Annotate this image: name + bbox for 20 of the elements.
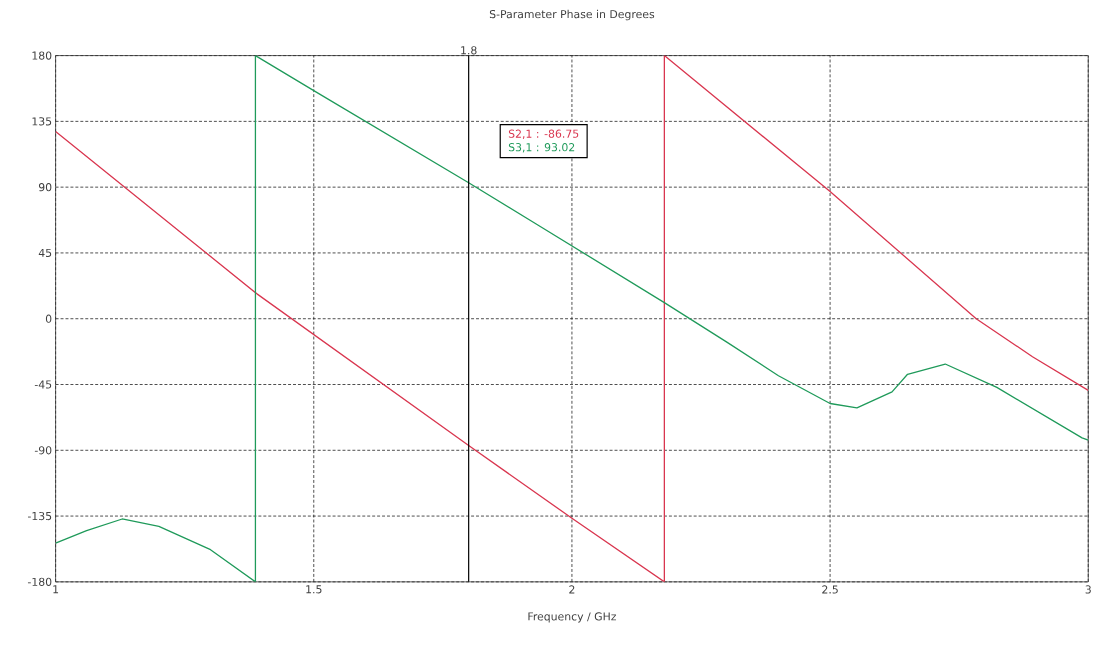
x-tick-label: 1 (53, 585, 59, 594)
x-tick-label: 3 (1085, 585, 1091, 594)
y-tick-label: 135 (32, 117, 52, 126)
x-tick-label: 2.5 (822, 585, 838, 594)
y-tick-label: 90 (38, 182, 52, 192)
y-tick-label: 180 (32, 51, 52, 60)
line-series (55, 55, 1089, 582)
x-axis-title: Frequency / GHz (528, 612, 617, 623)
y-tick-label: 0 (45, 314, 52, 323)
chart-title: S-Parameter Phase in Degrees (489, 9, 655, 21)
y-tick-label: -135 (27, 511, 52, 521)
y-tick-label: -180 (27, 577, 52, 586)
text: S3,1 : 93.02 (508, 142, 575, 153)
text: S2,1 : -86.75 (508, 129, 579, 139)
x-tick-label: 1.5 (306, 585, 322, 594)
y-tick-label: 45 (38, 248, 52, 257)
ref-line-label: 1.8 (461, 46, 477, 55)
x-tick-label: 2 (569, 585, 575, 594)
y-tick-label: -45 (34, 380, 52, 389)
y-tick-label: -90 (34, 446, 52, 455)
